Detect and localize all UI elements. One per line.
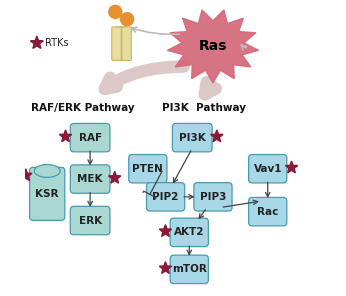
FancyBboxPatch shape — [170, 218, 208, 247]
Polygon shape — [159, 225, 172, 237]
FancyBboxPatch shape — [249, 197, 287, 226]
FancyBboxPatch shape — [122, 27, 131, 60]
Ellipse shape — [34, 165, 60, 177]
Text: ERK: ERK — [79, 215, 102, 226]
Polygon shape — [60, 130, 72, 142]
FancyBboxPatch shape — [172, 123, 212, 152]
Text: mTOR: mTOR — [172, 264, 207, 274]
FancyBboxPatch shape — [146, 183, 185, 211]
Text: PI3K: PI3K — [179, 133, 206, 143]
Text: Rac: Rac — [257, 207, 279, 217]
FancyBboxPatch shape — [194, 183, 232, 211]
Polygon shape — [285, 161, 298, 173]
FancyBboxPatch shape — [170, 255, 208, 284]
Text: RTKs: RTKs — [45, 38, 69, 48]
Circle shape — [121, 13, 134, 26]
Text: PIP2: PIP2 — [152, 192, 179, 202]
Polygon shape — [19, 169, 32, 181]
FancyBboxPatch shape — [112, 27, 121, 60]
Polygon shape — [109, 171, 121, 183]
FancyBboxPatch shape — [129, 155, 167, 183]
Polygon shape — [167, 10, 258, 83]
FancyBboxPatch shape — [249, 155, 287, 183]
Text: MEK: MEK — [78, 174, 103, 184]
FancyBboxPatch shape — [116, 27, 125, 60]
Text: PI3K  Pathway: PI3K Pathway — [162, 103, 246, 113]
Text: PTEN: PTEN — [133, 164, 163, 174]
FancyBboxPatch shape — [70, 165, 110, 193]
Polygon shape — [159, 262, 172, 274]
Text: RAF/ERK Pathway: RAF/ERK Pathway — [31, 103, 135, 113]
Polygon shape — [211, 130, 223, 142]
FancyBboxPatch shape — [70, 123, 110, 152]
FancyBboxPatch shape — [30, 168, 65, 221]
Circle shape — [109, 5, 122, 18]
Text: KSR: KSR — [35, 189, 59, 199]
Polygon shape — [30, 36, 43, 49]
Text: Ras: Ras — [199, 39, 227, 53]
Text: Vav1: Vav1 — [254, 164, 282, 174]
Text: RAF: RAF — [79, 133, 102, 143]
Text: PIP3: PIP3 — [200, 192, 226, 202]
Text: AKT2: AKT2 — [174, 227, 204, 237]
FancyBboxPatch shape — [117, 27, 127, 60]
FancyBboxPatch shape — [70, 206, 110, 235]
